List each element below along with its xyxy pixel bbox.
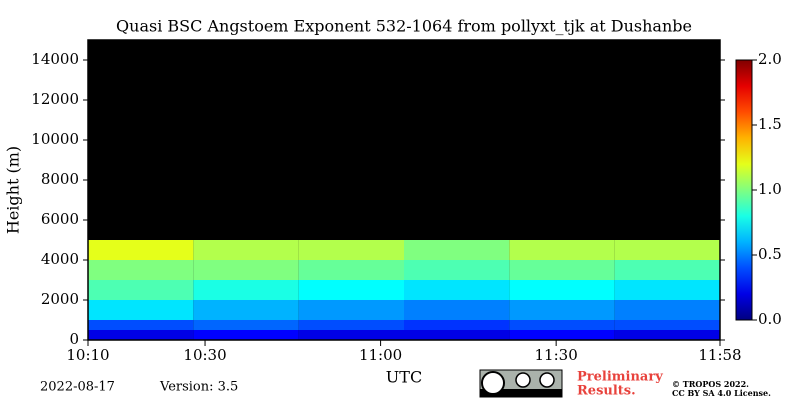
heatmap-cell [193,280,299,300]
heatmap-cell [509,280,615,300]
colorbar-tick-label: 1.5 [758,115,782,133]
heatmap-cell [614,320,720,330]
copyright: © TROPOS 2022. [672,379,749,389]
x-tick-label: 10:30 [183,346,226,364]
y-tick-label: 0 [69,330,79,348]
heatmap-cell [193,240,299,260]
notice: Preliminary [577,370,663,385]
heatmap-cell [193,320,299,330]
heatmap-cell [88,280,194,300]
heatmap-cell [88,260,194,280]
y-tick-label: 14000 [31,50,79,68]
heatmap-cell [298,330,404,340]
heatmap-cell [509,240,615,260]
colorbar-tick-label: 0.0 [758,310,782,328]
x-tick-label: 10:10 [66,346,109,364]
heatmap-cell [509,320,615,330]
heatmap-cell [298,260,404,280]
heatmap-cell [88,330,194,340]
heatmap-cell [193,260,299,280]
notice: Results. [577,384,636,399]
x-tick-label: 11:30 [535,346,578,364]
heatmap-cell [88,300,194,320]
plot-frame [87,39,721,341]
heatmap-cell [193,300,299,320]
cc-logo [479,369,563,398]
heatmap-cell [404,240,510,260]
heatmap-cell [614,280,720,300]
version-label: Version: 3.5 [159,380,238,395]
heatmap-cell [614,260,720,280]
heatmap-cell [509,260,615,280]
colorbar-tick-label: 0.5 [758,245,782,263]
heatmap-cell [614,240,720,260]
heatmap-cell [404,330,510,340]
heatmap-cell [88,320,194,330]
heatmap-cell [404,280,510,300]
sa-circle [539,372,555,388]
heatmap-cell [404,300,510,320]
heatmap-cell [298,320,404,330]
y-tick-label: 10000 [31,130,79,148]
heatmap-cell [509,300,615,320]
heatmap-cell [193,330,299,340]
license: CC BY SA 4.0 License. [672,388,771,398]
colorbar [735,59,753,321]
cc-circle [481,371,505,395]
heatmap-cell [509,330,615,340]
y-tick-label: 2000 [41,290,79,308]
heatmap-cell [404,320,510,330]
heatmap-cell [298,240,404,260]
y-tick-label: 8000 [41,170,79,188]
heatmap-cell [614,300,720,320]
x-axis-label: UTC [386,368,422,387]
heatmap-cell [614,330,720,340]
x-tick-label: 11:00 [359,346,402,364]
by-circle [515,372,531,388]
y-axis-label: Height (m) [4,146,23,234]
x-tick-label: 11:58 [698,346,741,364]
heatmap-cell [298,300,404,320]
heatmap-cell [298,280,404,300]
chart-title: Quasi BSC Angstoem Exponent 532-1064 fro… [116,17,692,36]
y-tick-label: 12000 [31,90,79,108]
heatmap-cell [404,260,510,280]
y-tick-label: 4000 [41,250,79,268]
colorbar-tick-label: 2.0 [758,50,782,68]
date-label: 2022-08-17 [40,380,115,395]
colorbar-tick-label: 1.0 [758,180,782,198]
y-tick-label: 6000 [41,210,79,228]
heatmap-cell [88,240,194,260]
cc-strip [480,389,562,397]
